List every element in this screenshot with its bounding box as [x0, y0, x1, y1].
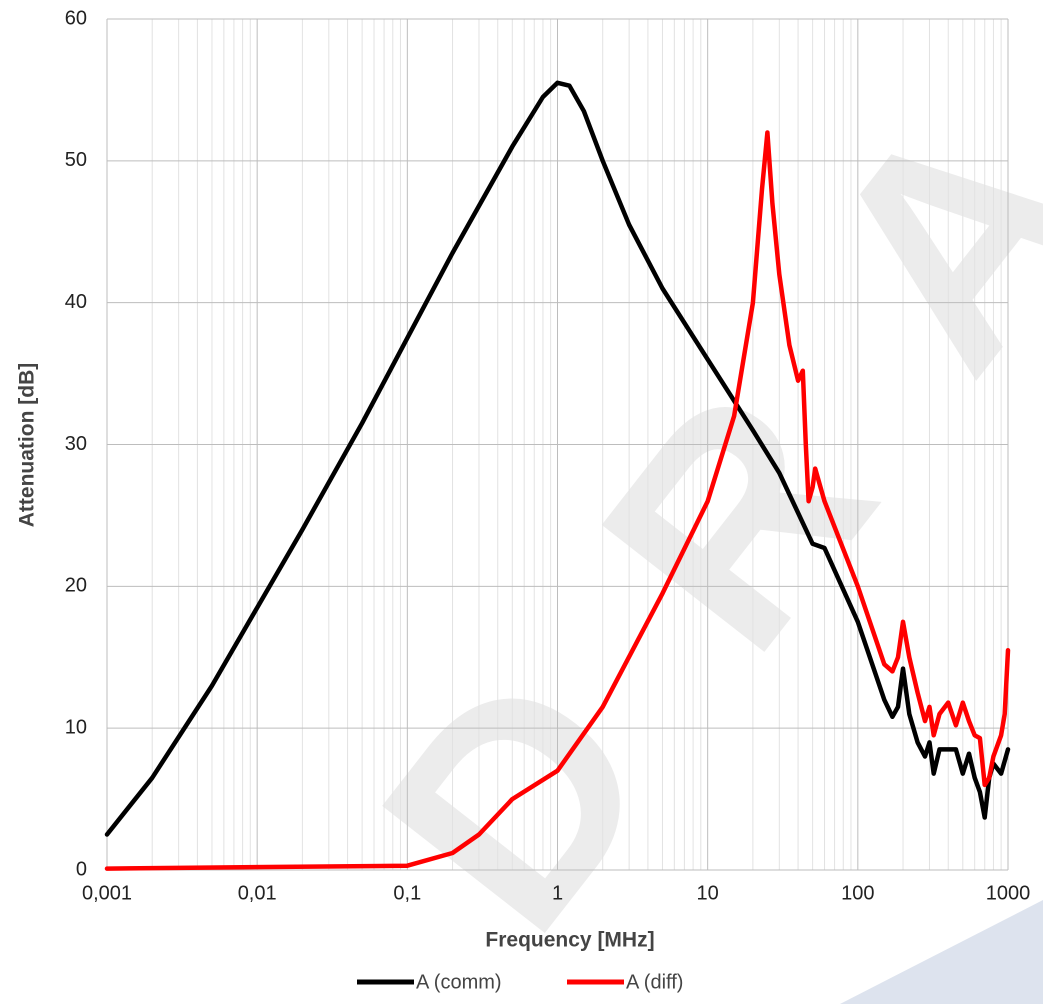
plot: [104, 80, 1011, 871]
x-tick-label: 0,1: [393, 882, 421, 904]
y-axis-title: Attenuation [dB]: [16, 363, 39, 527]
series-line: [104, 80, 1011, 837]
x-axis-title: Frequency [MHz]: [485, 929, 654, 952]
x-tick-label: 0,01: [238, 882, 277, 904]
legend-label: A (comm): [416, 971, 502, 993]
x-tick-label: 1: [552, 882, 563, 904]
grid: [106, 18, 1009, 871]
x-tick-label: 1000: [986, 882, 1031, 904]
x-tick-label: 10: [697, 882, 719, 904]
y-tick-label: 40: [65, 291, 87, 313]
y-tick-label: 50: [65, 149, 87, 171]
x-tick-label: 0,001: [82, 882, 132, 904]
watermark: DRA: [318, 0, 1043, 988]
legend-label: A (diff): [626, 971, 683, 993]
series-line: [104, 130, 1011, 871]
y-tick-label: 30: [65, 433, 87, 455]
y-tick-label: 60: [65, 7, 87, 29]
watermark-group: DRA: [318, 0, 1043, 988]
y-tick-label: 20: [65, 575, 87, 597]
y-tick-label: 10: [65, 716, 87, 738]
x-tick-label: 100: [841, 882, 874, 904]
y-tick-label: 0: [76, 858, 87, 880]
corner-decoration: [840, 900, 1043, 1004]
